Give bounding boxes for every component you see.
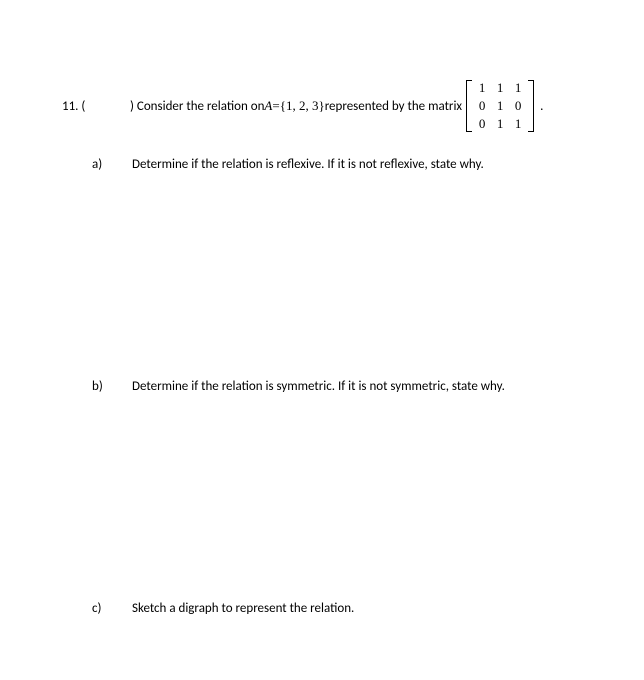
subpart-c-text: Sketch a digraph to represent the relati… [132, 601, 604, 616]
matrix-cell: 1 [496, 98, 504, 114]
subpart-b-text: Determine if the relation is symmetric. … [132, 379, 604, 394]
equals-sign: = [272, 98, 279, 114]
matrix-cell: 0 [478, 98, 486, 114]
matrix-cell: 0 [478, 116, 486, 132]
set-values: {1, 2, 3} [280, 98, 325, 114]
question-text-wrap: ) Consider the relation on A = {1, 2, 3}… [130, 78, 543, 134]
subpart-a-text: Determine if the relation is reflexive. … [132, 157, 604, 172]
question-represented: represented by the matrix [325, 99, 462, 114]
question-period: . [540, 99, 543, 114]
matrix: 1 1 1 0 1 0 0 1 1 [466, 78, 534, 134]
question-intro: ) Consider the relation on [130, 99, 264, 114]
question-header: 11. ( ) Consider the relation on A = {1,… [62, 78, 604, 134]
question-number: 11. ( [62, 99, 130, 114]
subpart-a: a) Determine if the relation is reflexiv… [92, 157, 604, 172]
subpart-a-label: a) [92, 157, 132, 172]
matrix-cell: 1 [496, 80, 504, 96]
subpart-b: b) Determine if the relation is symmetri… [92, 379, 604, 394]
matrix-bracket-right [528, 80, 534, 132]
matrix-cell: 1 [514, 116, 522, 132]
subpart-b-label: b) [92, 379, 132, 394]
matrix-grid: 1 1 1 0 1 0 0 1 1 [472, 78, 528, 134]
matrix-cell: 1 [514, 80, 522, 96]
matrix-cell: 0 [514, 98, 522, 114]
subpart-c: c) Sketch a digraph to represent the rel… [92, 601, 604, 616]
matrix-cell: 1 [496, 116, 504, 132]
matrix-cell: 1 [478, 80, 486, 96]
subpart-c-label: c) [92, 601, 132, 616]
set-variable: A [264, 98, 272, 114]
